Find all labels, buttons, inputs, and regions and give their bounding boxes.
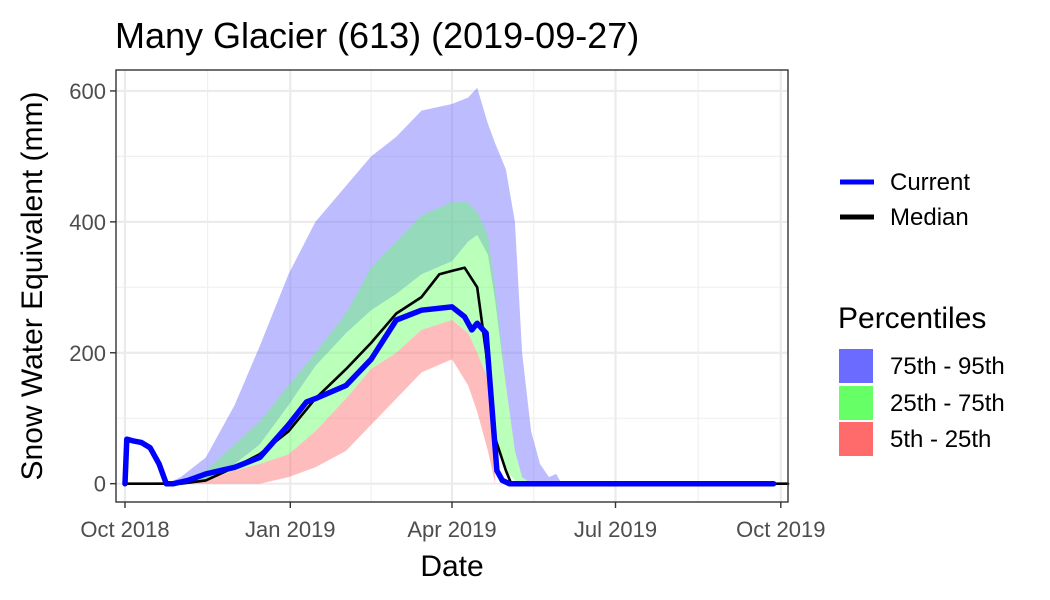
legend-percentiles-title: Percentiles (838, 302, 986, 335)
x-tick-label: Apr 2019 (407, 517, 496, 542)
x-tick-label: Jan 2019 (245, 517, 336, 542)
legend-75-95-label: 75th - 95th (890, 353, 1005, 380)
x-axis-title: Date (420, 550, 483, 583)
legend-25-75-label: 25th - 75th (890, 390, 1005, 417)
legend: Current Median Percentiles 75th - 95th 2… (838, 169, 1005, 456)
band-25th-75th (125, 202, 532, 484)
percentile-bands (125, 87, 562, 484)
band-75th-95th (125, 87, 562, 484)
series-line-current (122, 304, 777, 487)
legend-25-75-key (839, 386, 873, 420)
y-axis-title: Snow Water Equivalent (mm) (16, 91, 49, 480)
y-tick-label: 200 (69, 341, 106, 366)
legend-current-label: Current (890, 169, 970, 196)
band-5th-25th (125, 320, 496, 484)
x-tick-label: Oct 2018 (80, 517, 169, 542)
legend-75-95-key (839, 349, 873, 383)
grid (116, 70, 788, 502)
x-tick-label: Oct 2019 (736, 517, 825, 542)
axis-ticks: Oct 2018 Jan 2019 Apr 2019 Jul 2019 Oct 2019… (69, 79, 825, 542)
legend-5-25-label: 5th - 25th (890, 426, 991, 453)
legend-median-label: Median (890, 204, 969, 231)
y-tick-label: 600 (69, 79, 106, 104)
series-lines (122, 266, 790, 487)
chart-title: Many Glacier (613) (2019-09-27) (115, 15, 639, 56)
legend-5-25-key (839, 422, 873, 456)
x-tick-label: Jul 2019 (574, 517, 657, 542)
y-tick-label: 0 (94, 472, 106, 497)
y-tick-label: 400 (69, 210, 106, 235)
